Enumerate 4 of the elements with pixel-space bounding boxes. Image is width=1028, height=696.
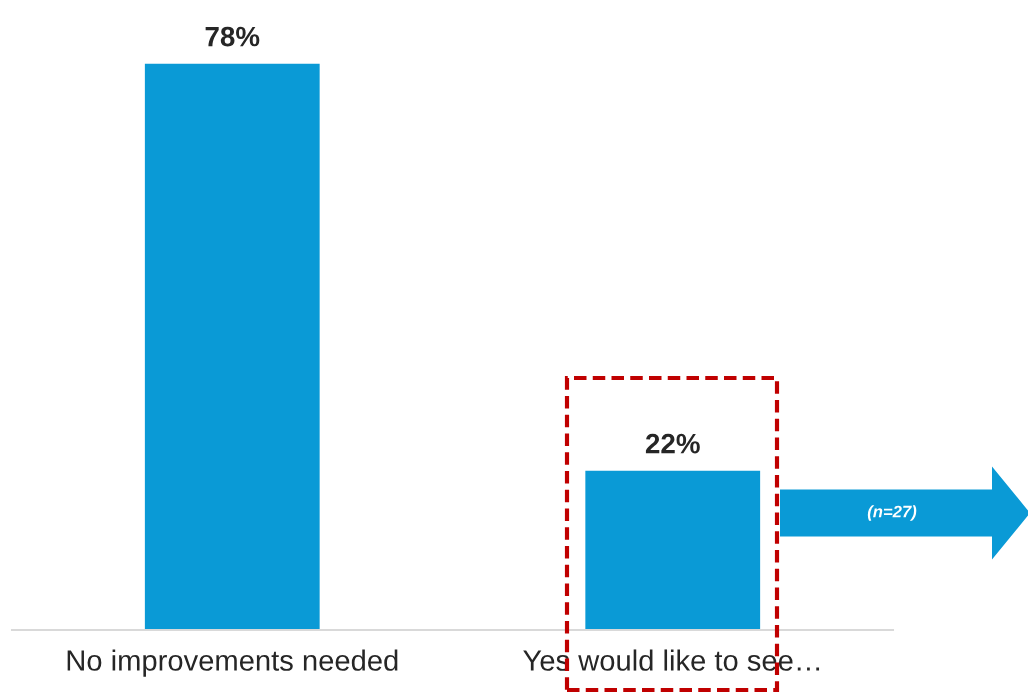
annotation: (n=27) bbox=[867, 505, 917, 521]
x-tick-label: No improvements needed bbox=[67, 649, 398, 677]
data-label: 78% bbox=[205, 26, 260, 47]
data-label: 22% bbox=[645, 433, 700, 454]
